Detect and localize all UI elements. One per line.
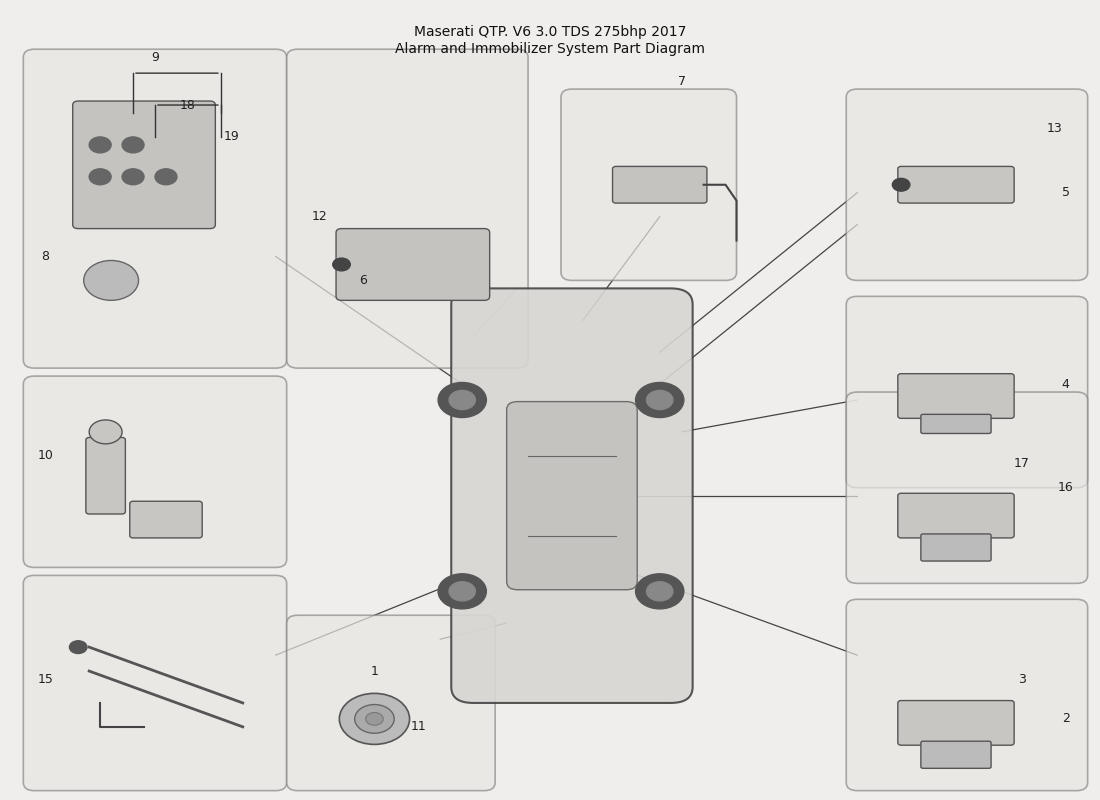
FancyBboxPatch shape	[561, 89, 737, 281]
FancyBboxPatch shape	[846, 392, 1088, 583]
Text: 1: 1	[371, 665, 378, 678]
FancyBboxPatch shape	[86, 438, 125, 514]
FancyBboxPatch shape	[130, 502, 202, 538]
Text: 10: 10	[37, 450, 53, 462]
Circle shape	[636, 382, 684, 418]
Circle shape	[647, 390, 673, 410]
FancyBboxPatch shape	[921, 742, 991, 768]
Circle shape	[892, 178, 910, 191]
FancyBboxPatch shape	[846, 296, 1088, 488]
Text: 6: 6	[360, 274, 367, 287]
Text: 3: 3	[1018, 673, 1025, 686]
Circle shape	[69, 641, 87, 654]
Circle shape	[636, 574, 684, 609]
Text: 17: 17	[1014, 458, 1030, 470]
Text: 16: 16	[1058, 481, 1074, 494]
FancyBboxPatch shape	[73, 101, 216, 229]
FancyBboxPatch shape	[507, 402, 637, 590]
Text: Maserati QTP. V6 3.0 TDS 275bhp 2017
Alarm and Immobilizer System Part Diagram: Maserati QTP. V6 3.0 TDS 275bhp 2017 Ala…	[395, 26, 705, 55]
Circle shape	[332, 258, 350, 271]
FancyBboxPatch shape	[287, 615, 495, 790]
FancyBboxPatch shape	[613, 166, 707, 203]
Text: 12: 12	[311, 210, 328, 223]
Circle shape	[89, 420, 122, 444]
Circle shape	[449, 390, 475, 410]
FancyBboxPatch shape	[898, 701, 1014, 745]
FancyBboxPatch shape	[921, 414, 991, 434]
FancyBboxPatch shape	[898, 494, 1014, 538]
FancyBboxPatch shape	[846, 89, 1088, 281]
Text: 19: 19	[224, 130, 240, 143]
Circle shape	[438, 574, 486, 609]
Circle shape	[89, 169, 111, 185]
Text: 9: 9	[151, 50, 158, 64]
Text: 15: 15	[37, 673, 53, 686]
FancyBboxPatch shape	[846, 599, 1088, 790]
Circle shape	[647, 582, 673, 601]
FancyBboxPatch shape	[451, 288, 693, 703]
Text: 11: 11	[410, 720, 426, 734]
Circle shape	[354, 705, 394, 734]
Text: 18: 18	[180, 98, 196, 111]
FancyBboxPatch shape	[287, 50, 528, 368]
Circle shape	[365, 713, 383, 726]
Circle shape	[122, 137, 144, 153]
Circle shape	[89, 137, 111, 153]
FancyBboxPatch shape	[921, 534, 991, 561]
FancyBboxPatch shape	[898, 374, 1014, 418]
Text: 8: 8	[42, 250, 50, 263]
Circle shape	[438, 382, 486, 418]
Circle shape	[449, 582, 475, 601]
FancyBboxPatch shape	[23, 376, 287, 567]
Circle shape	[84, 261, 139, 300]
Text: 5: 5	[1062, 186, 1069, 199]
FancyBboxPatch shape	[336, 229, 490, 300]
FancyBboxPatch shape	[23, 50, 287, 368]
Text: 2: 2	[1062, 712, 1069, 726]
Circle shape	[339, 694, 409, 744]
Circle shape	[122, 169, 144, 185]
FancyBboxPatch shape	[23, 575, 287, 790]
Text: 7: 7	[678, 74, 685, 88]
Text: 4: 4	[1062, 378, 1069, 390]
Text: 13: 13	[1047, 122, 1063, 135]
FancyBboxPatch shape	[898, 166, 1014, 203]
Circle shape	[155, 169, 177, 185]
